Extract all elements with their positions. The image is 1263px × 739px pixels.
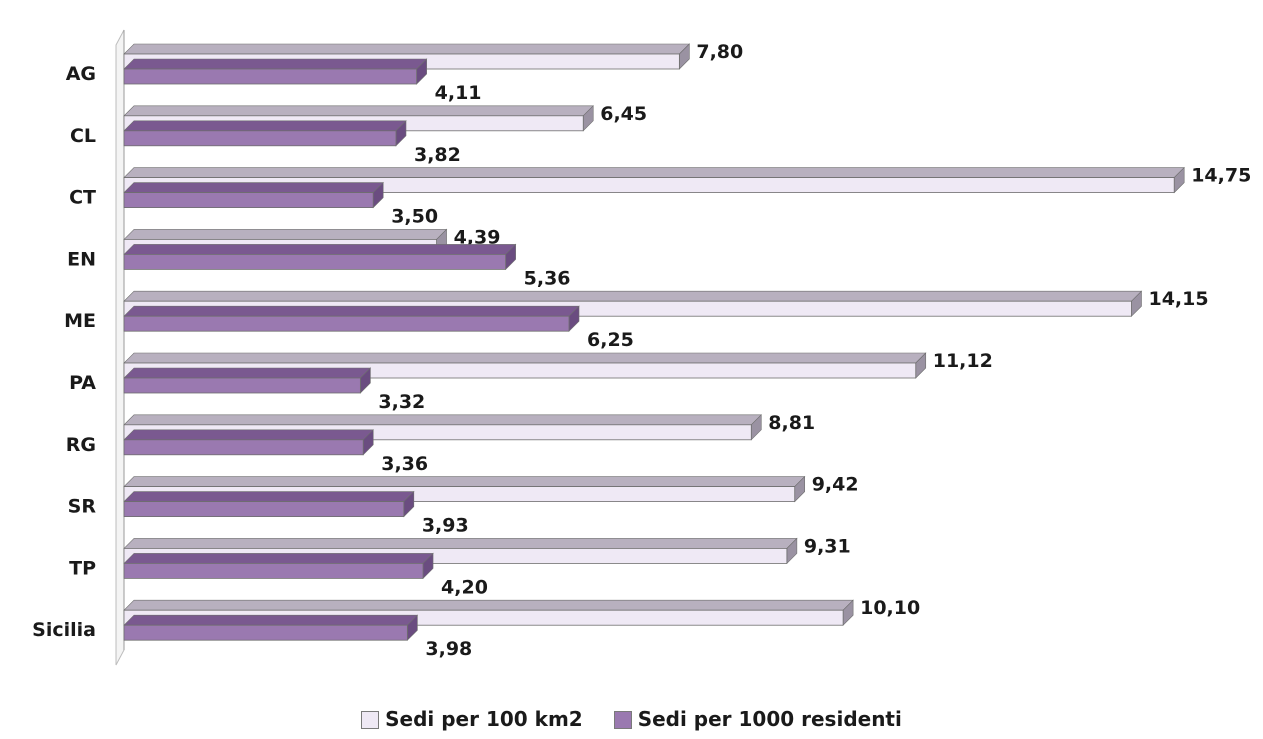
chart-canvas: AG 7,80 4,11 CL 6,45 3,82 CT 14,75 3,50 EN 4,39 5,3…	[32, 29, 1251, 666]
legend-label-series-2: Sedi per 1000 residenti	[637, 706, 902, 731]
bar-top	[123, 120, 407, 132]
value-label: 11,12	[933, 350, 993, 372]
bar-top	[123, 553, 434, 564]
value-label: 3,82	[414, 144, 461, 166]
bar-sedi-per-1000-residenti-ag	[123, 68, 418, 85]
value-label: 5,36	[524, 267, 571, 289]
bar-sedi-per-1000-residenti-ct	[123, 192, 374, 209]
legend-label-series-1: Sedi per 100 km2	[385, 706, 583, 731]
bar-sedi-per-1000-residenti-sicilia	[123, 624, 408, 641]
bar-sedi-per-1000-residenti-cl	[123, 130, 397, 147]
value-label: 14,75	[1191, 165, 1251, 187]
bar-top	[123, 614, 419, 626]
bar-top	[123, 305, 580, 317]
bar-top	[123, 229, 448, 240]
category-label: SR	[68, 496, 97, 518]
value-label: 6,45	[600, 103, 647, 125]
value-label: 10,10	[860, 597, 920, 619]
bar-top	[123, 290, 1143, 302]
value-label: 3,93	[422, 515, 469, 537]
value-label: 9,42	[812, 474, 859, 496]
value-label: 3,50	[391, 206, 438, 228]
bar-top	[123, 476, 806, 487]
bar-sedi-per-100-km2-ct	[123, 177, 1175, 194]
bar-sedi-per-1000-residenti-sr	[123, 501, 405, 518]
bar-top	[123, 367, 372, 379]
bar-top	[123, 599, 854, 611]
legend-item-series-1: Sedi per 100 km2	[361, 707, 583, 731]
bar-sedi-per-1000-residenti-me	[123, 315, 570, 332]
bar-sedi-per-1000-residenti-en	[123, 253, 507, 270]
category-label: TP	[69, 557, 96, 579]
legend-swatch-series-2	[613, 710, 632, 729]
bar-top	[123, 352, 927, 364]
category-label: CT	[69, 187, 96, 209]
bar-top	[123, 429, 374, 441]
value-label: 14,15	[1148, 288, 1208, 310]
value-label: 4,20	[441, 576, 488, 598]
bar-top	[123, 43, 691, 55]
value-label: 3,98	[425, 638, 472, 660]
category-label: PA	[69, 372, 96, 394]
category-label: RG	[66, 434, 96, 456]
value-label: 9,31	[804, 535, 851, 557]
bar-sedi-per-1000-residenti-pa	[123, 377, 361, 394]
bar-top	[123, 182, 384, 193]
value-label: 7,80	[696, 41, 743, 63]
category-label: EN	[67, 248, 96, 270]
value-label: 4,39	[454, 226, 501, 248]
bar-top	[123, 414, 762, 426]
value-label: 3,36	[381, 453, 428, 475]
bar-top	[123, 491, 415, 502]
value-label: 3,32	[378, 391, 425, 413]
category-label: AG	[66, 63, 96, 85]
bar-top	[123, 538, 798, 549]
bar-sedi-per-1000-residenti-tp	[123, 563, 424, 579]
bar-sedi-per-1000-residenti-rg	[123, 439, 364, 456]
bar-top	[123, 58, 428, 70]
axis-wall	[115, 29, 125, 666]
legend-item-series-2: Sedi per 1000 residenti	[613, 706, 902, 731]
bar-top	[123, 105, 594, 117]
value-label: 6,25	[587, 329, 634, 351]
legend: Sedi per 100 km2 Sedi per 1000 residenti	[0, 705, 1263, 731]
legend-swatch-series-1	[361, 710, 380, 729]
bar-top	[123, 167, 1185, 178]
category-label: ME	[64, 310, 96, 332]
value-label: 8,81	[768, 412, 815, 434]
bar-top	[123, 244, 517, 255]
category-label: CL	[70, 125, 96, 147]
category-label: Sicilia	[32, 619, 96, 641]
value-label: 4,11	[435, 82, 482, 104]
